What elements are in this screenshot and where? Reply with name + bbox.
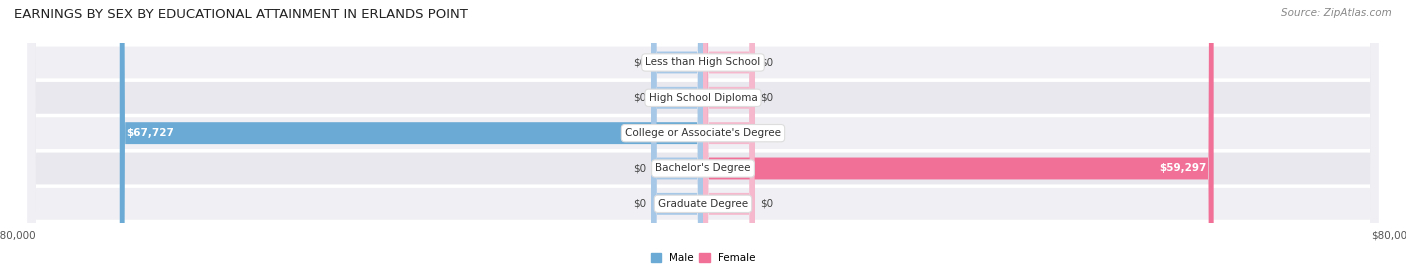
Text: Graduate Degree: Graduate Degree bbox=[658, 199, 748, 209]
FancyBboxPatch shape bbox=[703, 0, 755, 269]
Text: EARNINGS BY SEX BY EDUCATIONAL ATTAINMENT IN ERLANDS POINT: EARNINGS BY SEX BY EDUCATIONAL ATTAINMEN… bbox=[14, 8, 468, 21]
FancyBboxPatch shape bbox=[651, 0, 703, 269]
Text: $0: $0 bbox=[761, 93, 773, 103]
FancyBboxPatch shape bbox=[703, 0, 755, 269]
Text: College or Associate's Degree: College or Associate's Degree bbox=[626, 128, 780, 138]
FancyBboxPatch shape bbox=[703, 0, 755, 269]
FancyBboxPatch shape bbox=[651, 0, 703, 269]
Text: $59,297: $59,297 bbox=[1160, 164, 1206, 174]
Text: $0: $0 bbox=[633, 93, 645, 103]
FancyBboxPatch shape bbox=[703, 0, 1213, 269]
Text: Source: ZipAtlas.com: Source: ZipAtlas.com bbox=[1281, 8, 1392, 18]
FancyBboxPatch shape bbox=[28, 0, 1378, 269]
Text: $0: $0 bbox=[633, 164, 645, 174]
FancyBboxPatch shape bbox=[651, 0, 703, 269]
FancyBboxPatch shape bbox=[703, 0, 755, 269]
Text: High School Diploma: High School Diploma bbox=[648, 93, 758, 103]
Text: Bachelor's Degree: Bachelor's Degree bbox=[655, 164, 751, 174]
Text: $0: $0 bbox=[633, 199, 645, 209]
Text: $0: $0 bbox=[761, 128, 773, 138]
FancyBboxPatch shape bbox=[651, 0, 703, 269]
FancyBboxPatch shape bbox=[120, 0, 703, 269]
Text: $0: $0 bbox=[761, 199, 773, 209]
FancyBboxPatch shape bbox=[28, 0, 1378, 269]
Text: $67,727: $67,727 bbox=[127, 128, 174, 138]
Text: $0: $0 bbox=[633, 58, 645, 68]
FancyBboxPatch shape bbox=[28, 0, 1378, 269]
FancyBboxPatch shape bbox=[28, 0, 1378, 269]
Legend: Male, Female: Male, Female bbox=[651, 253, 755, 263]
Text: Less than High School: Less than High School bbox=[645, 58, 761, 68]
FancyBboxPatch shape bbox=[28, 0, 1378, 269]
Text: $0: $0 bbox=[761, 58, 773, 68]
